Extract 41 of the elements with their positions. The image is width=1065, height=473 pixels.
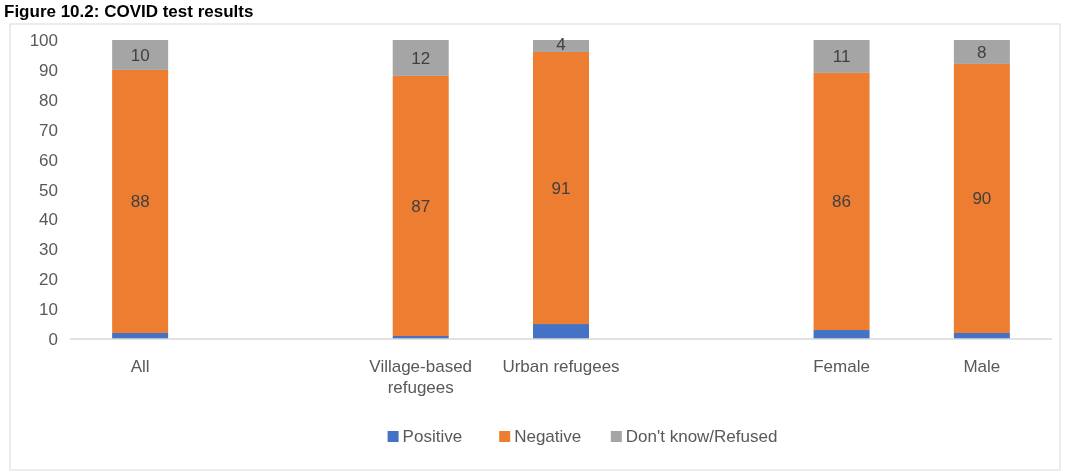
chart-title: Figure 10.2: COVID test results xyxy=(4,2,254,21)
bar xyxy=(533,40,589,52)
bar xyxy=(392,75,449,337)
y-tick-label: 20 xyxy=(39,270,58,290)
y-tick-label: 50 xyxy=(39,180,58,200)
x-tick-label: Male xyxy=(963,357,1001,376)
y-tick-label: 80 xyxy=(39,90,58,110)
data-label: 91 xyxy=(551,179,571,199)
x-tick-label: Female xyxy=(813,357,870,376)
bar xyxy=(533,51,589,325)
data-label: 11 xyxy=(832,47,851,67)
data-label: 8 xyxy=(977,42,987,62)
bar xyxy=(392,40,449,76)
y-tick-label: 0 xyxy=(48,330,58,349)
data-label: 4 xyxy=(556,35,566,54)
legend-label: Positive xyxy=(402,427,463,446)
y-tick-label: 60 xyxy=(39,150,58,170)
x-tick-label: Village-based refugees xyxy=(369,357,473,397)
data-label: 86 xyxy=(832,192,852,212)
bar xyxy=(953,63,1010,334)
y-tick-label: 70 xyxy=(39,120,58,140)
legend-label: Negative xyxy=(514,427,582,446)
x-tick-label: Urban refugees xyxy=(502,357,620,376)
bar xyxy=(813,72,870,331)
data-label: 12 xyxy=(411,48,431,68)
legend-label: Don't know/Refused xyxy=(625,427,778,446)
x-tick-label: All xyxy=(130,357,150,376)
bar xyxy=(112,40,169,70)
bar xyxy=(953,40,1010,64)
bar xyxy=(813,40,870,73)
y-tick-label: 10 xyxy=(39,300,58,320)
data-label: 87 xyxy=(411,196,431,216)
data-label: 10 xyxy=(130,45,150,65)
bar xyxy=(533,324,589,339)
bar xyxy=(112,69,169,334)
y-tick-label: 30 xyxy=(39,240,58,260)
y-tick-label: 90 xyxy=(39,60,58,80)
data-label: 88 xyxy=(130,192,150,212)
y-tick-label: 40 xyxy=(39,210,58,230)
y-tick-label: 100 xyxy=(29,31,58,50)
data-label: 90 xyxy=(972,189,992,209)
